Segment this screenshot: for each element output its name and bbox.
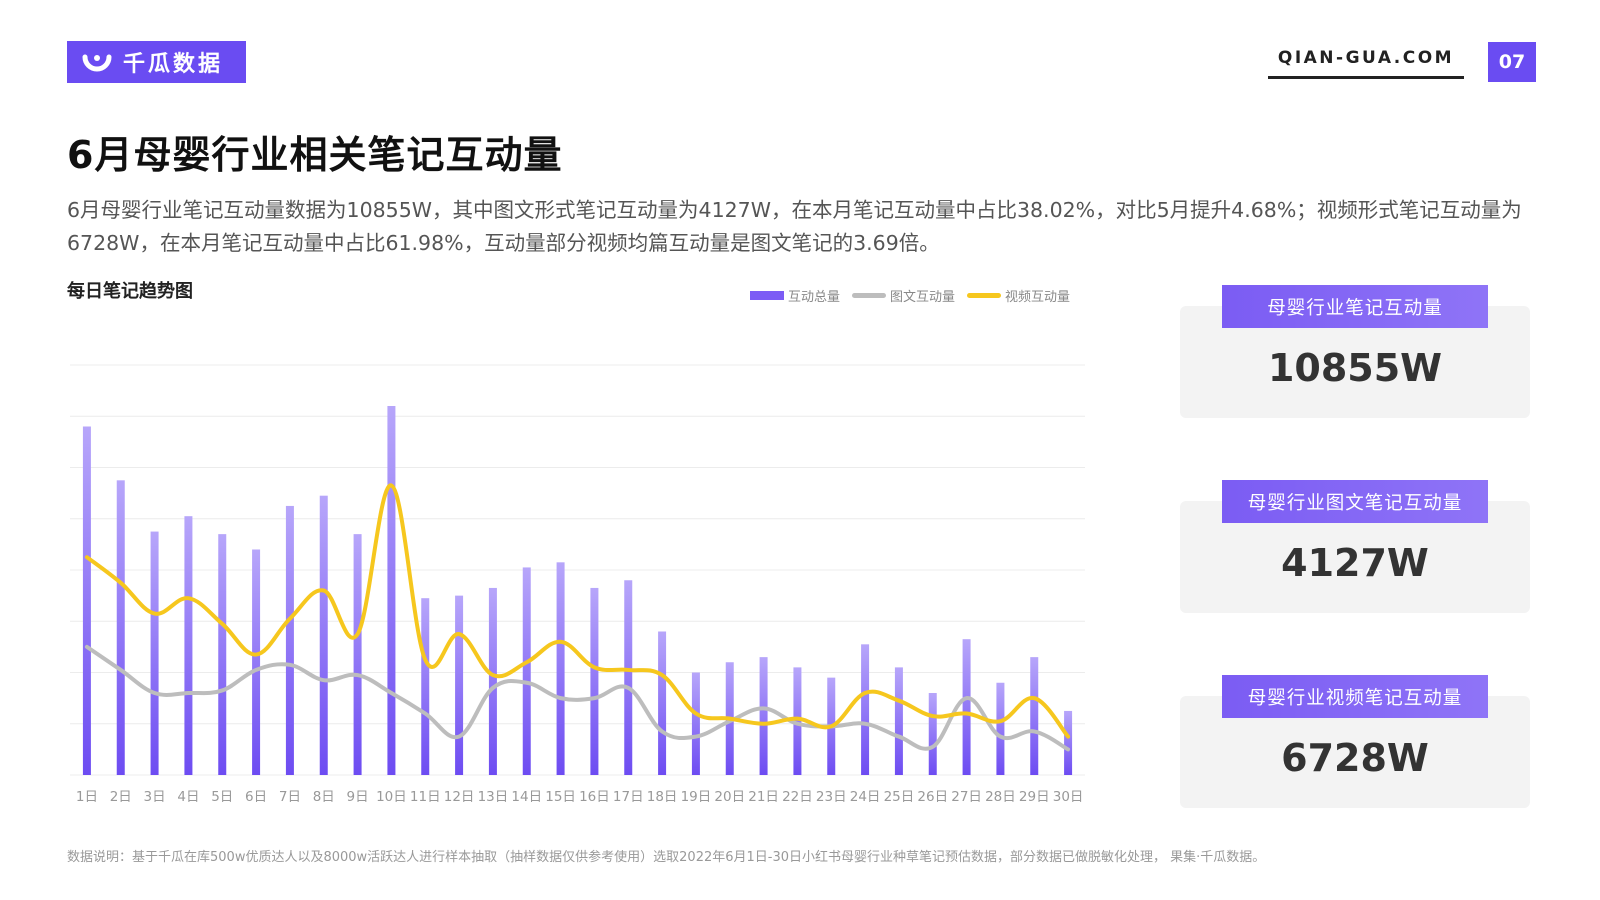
bar-total-9 — [353, 534, 362, 775]
bar-total-11 — [421, 598, 430, 775]
site-url: QIAN-GUA.COM — [1277, 48, 1455, 68]
bar-total-27 — [962, 639, 971, 775]
legend-item-total: 互动总量 — [750, 286, 840, 305]
brand-logo-icon — [82, 54, 112, 72]
bar-total-7 — [285, 505, 294, 775]
x-tick-label: 27日 — [951, 789, 982, 805]
x-tick-label: 14日 — [511, 789, 542, 805]
bar-total-24 — [861, 644, 870, 775]
x-tick-label: 13日 — [478, 789, 509, 805]
x-tick-label: 29日 — [1019, 789, 1050, 805]
x-tick-label: 12日 — [444, 789, 475, 805]
bar-total-16 — [590, 587, 599, 775]
bar-total-21 — [759, 657, 768, 775]
x-tick-label: 5日 — [211, 789, 233, 805]
bar-total-26 — [928, 693, 937, 775]
line-video-interactions — [84, 483, 1071, 739]
kpi-label-graphic: 母婴行业图文笔记互动量 — [1222, 480, 1488, 523]
brand-name: 千瓜数据 — [123, 52, 224, 77]
x-tick-label: 20日 — [714, 789, 745, 805]
legend-label-graphic: 图文互动量 — [890, 290, 956, 305]
legend-swatch-video — [967, 293, 1002, 298]
bar-total-18 — [658, 631, 667, 775]
brand-logo: 千瓜数据 — [67, 41, 246, 83]
chart-legend: 互动总量 图文互动量 视频互动量 — [750, 286, 1082, 305]
bar-total-13 — [488, 587, 497, 775]
bar-total-17 — [624, 580, 633, 775]
x-tick-label: 24日 — [850, 789, 881, 805]
x-tick-label: 1日 — [76, 789, 98, 805]
x-tick-label: 21日 — [748, 789, 779, 805]
bar-total-6 — [252, 549, 261, 775]
bar-total-1 — [82, 426, 91, 775]
x-tick-label: 8日 — [313, 789, 335, 805]
bar-total-4 — [184, 516, 193, 775]
x-tick-label: 17日 — [613, 789, 644, 805]
x-tick-label: 3日 — [144, 789, 166, 805]
bar-total-30 — [1064, 710, 1073, 775]
bar-total-22 — [793, 667, 802, 775]
bar-total-14 — [522, 567, 531, 775]
x-tick-label: 7日 — [279, 789, 301, 805]
legend-item-graphic: 图文互动量 — [852, 286, 955, 305]
x-tick-label: 10日 — [376, 789, 407, 805]
x-tick-label: 28日 — [985, 789, 1016, 805]
bar-total-2 — [116, 480, 125, 775]
page-title: 6月母婴行业相关笔记互动量 — [67, 133, 563, 177]
page-number: 07 — [1488, 42, 1536, 82]
x-tick-label: 6日 — [245, 789, 267, 805]
bar-total-29 — [1030, 657, 1039, 775]
kpi-value-video: 6728W — [1281, 736, 1429, 780]
legend-item-video: 视频互动量 — [967, 286, 1070, 305]
legend-swatch-graphic — [852, 293, 887, 298]
x-tick-label: 2日 — [110, 789, 132, 805]
bar-total-10 — [387, 406, 396, 775]
x-tick-label: 22日 — [782, 789, 813, 805]
x-tick-label: 18日 — [647, 789, 678, 805]
x-tick-label: 19日 — [681, 789, 712, 805]
chart-title: 每日笔记趋势图 — [67, 281, 193, 302]
bar-total-15 — [556, 562, 565, 775]
line-graphic-interactions — [84, 644, 1071, 752]
legend-swatch-total — [750, 291, 784, 300]
x-tick-label: 9日 — [347, 789, 369, 805]
kpi-value-graphic: 4127W — [1281, 541, 1429, 585]
page-description: 6月母婴行业笔记互动量数据为10855W，其中图文形式笔记互动量为4127W，在… — [67, 198, 1522, 255]
kpi-value-total: 10855W — [1267, 346, 1443, 390]
legend-label-video: 视频互动量 — [1005, 290, 1071, 305]
x-tick-label: 16日 — [579, 789, 610, 805]
bar-total-5 — [218, 534, 227, 775]
x-tick-label: 11日 — [410, 789, 441, 805]
legend-label-total: 互动总量 — [788, 290, 841, 305]
x-tick-label: 23日 — [816, 789, 847, 805]
bar-total-28 — [996, 682, 1005, 775]
x-tick-label: 26日 — [917, 789, 948, 805]
bar-total-8 — [319, 495, 328, 775]
kpi-label-total: 母婴行业笔记互动量 — [1222, 285, 1488, 328]
x-tick-label: 30日 — [1053, 789, 1084, 805]
bar-total-12 — [455, 595, 464, 775]
x-tick-label: 15日 — [545, 789, 576, 805]
bar-total-3 — [150, 531, 159, 775]
x-tick-label: 25日 — [884, 789, 915, 805]
kpi-label-video: 母婴行业视频笔记互动量 — [1222, 675, 1488, 718]
daily-trend-chart: 1日 2日 3日 4日 5日 6日 7日 8日 9日 10日 11日 12日 13日 14日 15日 16日 1… — [70, 364, 1085, 805]
site-underline — [1268, 76, 1464, 79]
data-footnote: 数据说明：基于千瓜在库500w优质达人以及8000w活跃达人进行样本抽取（抽样数… — [67, 850, 1266, 865]
bar-total-19 — [691, 672, 700, 775]
x-tick-label: 4日 — [177, 789, 199, 805]
bar-total-25 — [894, 667, 903, 775]
